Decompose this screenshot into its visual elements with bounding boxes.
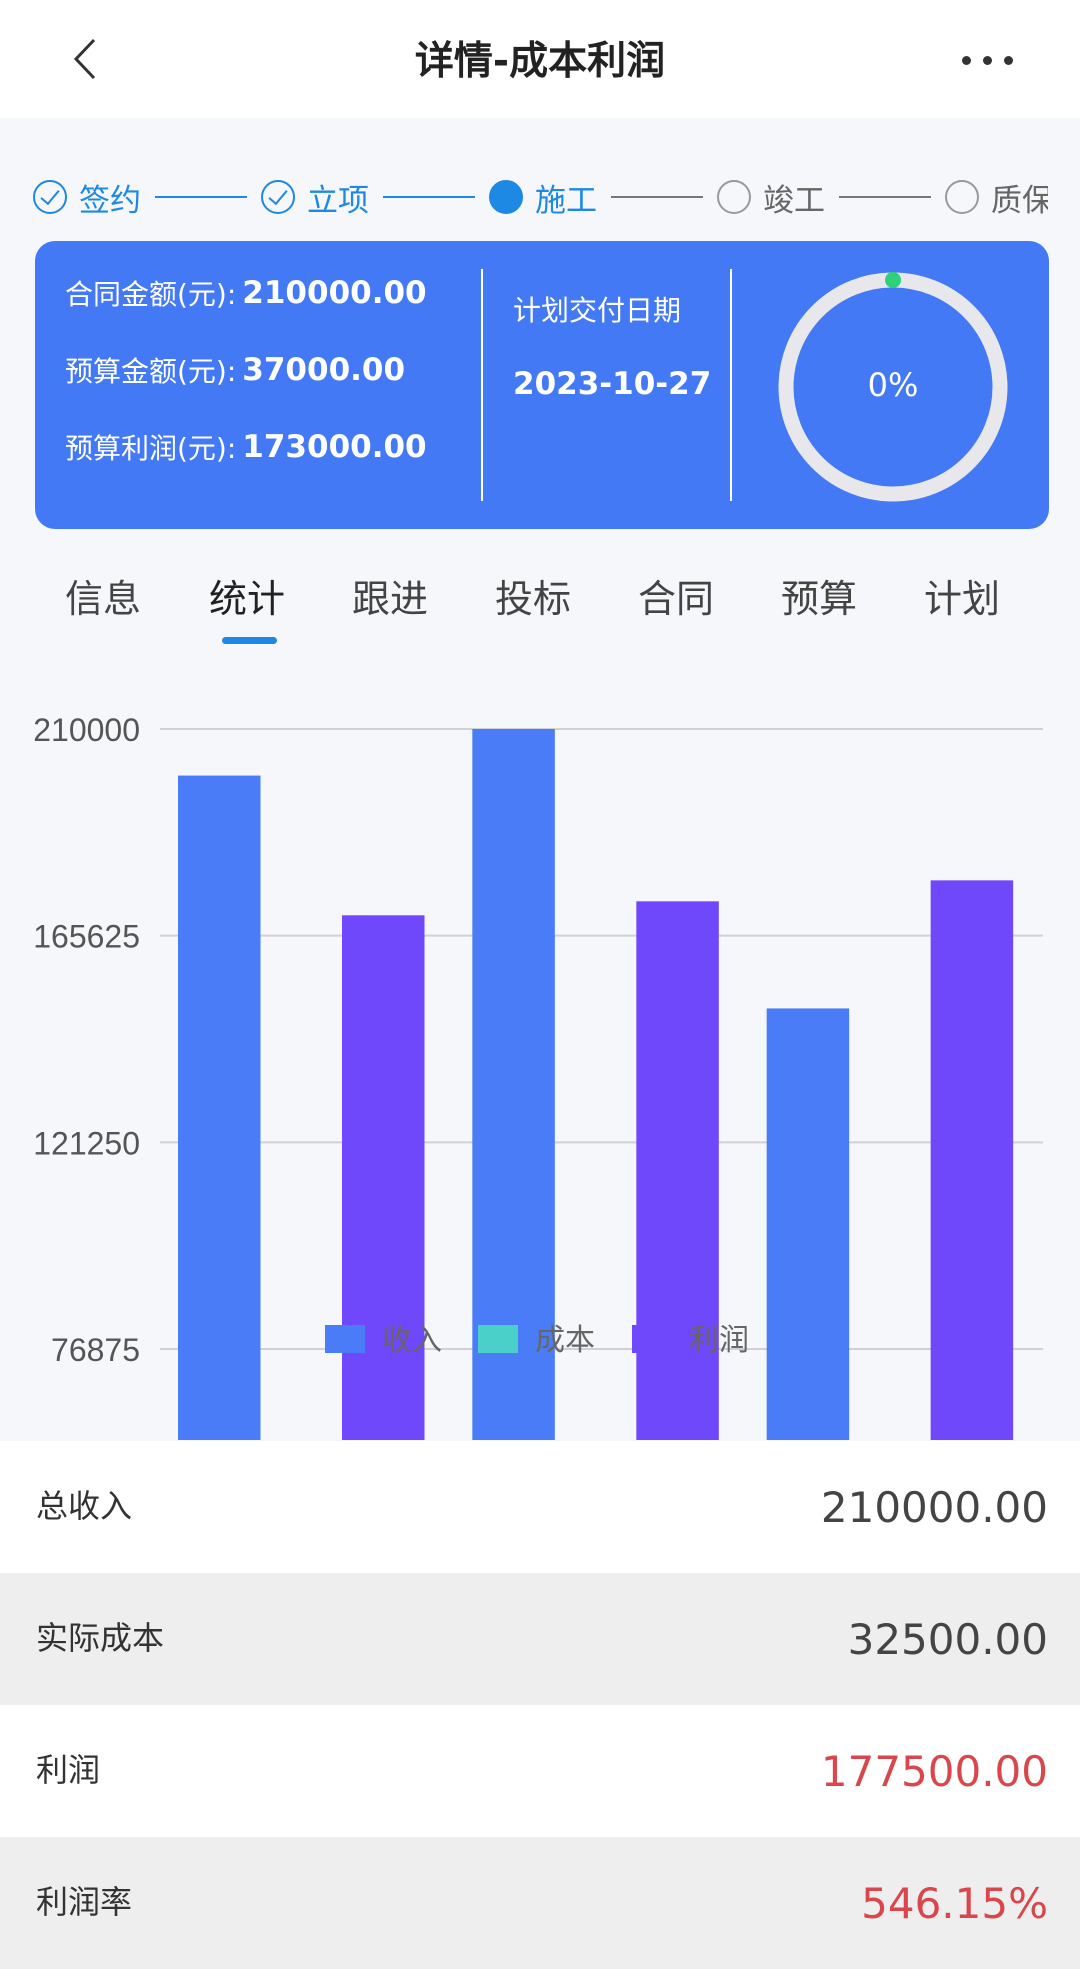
tab-plan[interactable]: 计划 — [924, 577, 1001, 621]
budget-amount: 预算金额(元): 37000.00 — [65, 350, 405, 390]
stat-value: 32500.00 — [847, 1615, 1048, 1664]
tab-info[interactable]: 信息 — [65, 577, 142, 621]
step-completion: 竣工 — [717, 175, 825, 220]
bar-chart: 3250076875121250165625210000收入成本利润 — [33, 712, 1043, 1440]
value: 173000.00 — [242, 429, 427, 465]
app-header: 详情-成本利润 — [0, 0, 1080, 118]
tab-contract[interactable]: 合同 — [638, 577, 715, 621]
step-label: 立项 — [307, 182, 369, 219]
stat-row-cost: 实际成本 32500.00 — [0, 1573, 1080, 1705]
empty-circle-icon — [717, 180, 751, 214]
budget-profit: 预算利润(元): 173000.00 — [65, 427, 427, 467]
y-tick-label: 210000 — [33, 712, 140, 748]
step-sign: 签约 — [33, 175, 141, 220]
check-circle-icon — [33, 180, 67, 214]
empty-circle-icon — [945, 180, 979, 214]
step-connector — [383, 196, 475, 198]
stat-row-margin: 利润率 546.15% — [0, 1837, 1080, 1969]
value: 210000.00 — [242, 275, 427, 311]
value: 37000.00 — [242, 352, 406, 388]
tab-followup[interactable]: 跟进 — [352, 577, 429, 621]
step-construction: 施工 — [489, 175, 597, 220]
divider — [730, 269, 732, 501]
stat-row-profit: 利润 177500.00 — [0, 1705, 1080, 1837]
legend-swatch — [478, 1325, 518, 1353]
progress-ring — [778, 272, 1008, 502]
stat-value: 177500.00 — [820, 1747, 1048, 1796]
bar-profit — [930, 880, 1014, 1440]
plan-date-label: 计划交付日期 — [513, 294, 682, 327]
step-label: 竣工 — [763, 182, 825, 219]
label: 预算金额(元): — [65, 355, 237, 388]
step-approval: 立项 — [261, 175, 369, 220]
stat-row-revenue: 总收入 210000.00 — [0, 1441, 1080, 1573]
progress-steps: 签约 立项 施工 竣工 质保 — [33, 172, 1048, 222]
y-tick-label: 165625 — [33, 919, 140, 955]
step-connector — [839, 196, 931, 198]
tab-budget[interactable]: 预算 — [781, 577, 858, 621]
bar-profit — [636, 901, 719, 1440]
stats-list: 总收入 210000.00 实际成本 32500.00 利润 177500.00 利润… — [0, 1441, 1080, 1969]
legend-label: 收入 — [382, 1323, 442, 1358]
bar-revenue — [766, 1008, 850, 1440]
bar-profit — [342, 915, 425, 1440]
step-label: 施工 — [535, 182, 597, 219]
progress-text: 0% — [867, 366, 919, 404]
more-horizontal-icon[interactable] — [962, 40, 1032, 80]
page-title: 详情-成本利润 — [414, 39, 666, 84]
stat-label: 实际成本 — [36, 1619, 165, 1657]
stat-value: 546.15% — [861, 1879, 1048, 1928]
y-tick-label: 121250 — [33, 1125, 140, 1161]
bar-revenue — [472, 729, 555, 1440]
y-tick-label: 76875 — [51, 1332, 140, 1368]
legend-label: 利润 — [689, 1323, 749, 1358]
stat-label: 利润率 — [36, 1883, 133, 1921]
tab-stats[interactable]: 统计 — [209, 577, 286, 621]
step-label: 质保 — [991, 182, 1048, 219]
filled-circle-icon — [489, 180, 523, 214]
step-label: 签约 — [79, 182, 141, 219]
legend-swatch — [325, 1325, 365, 1353]
legend-label: 成本 — [535, 1323, 595, 1358]
label: 预算利润(元): — [65, 432, 237, 465]
stat-value: 210000.00 — [820, 1483, 1048, 1532]
step-warranty: 质保 — [945, 175, 1048, 220]
progress-marker — [885, 272, 901, 288]
plan-date-value: 2023-10-27 — [513, 366, 712, 402]
step-connector — [611, 196, 703, 198]
summary-card: 合同金额(元): 210000.00 预算金额(元): 37000.00 预算利润(… — [35, 241, 1049, 529]
stat-label: 利润 — [36, 1751, 101, 1789]
contract-amount: 合同金额(元): 210000.00 — [65, 273, 427, 313]
check-circle-icon — [261, 180, 295, 214]
tab-bar: 信息 统计 跟进 投标 合同 预算 计划 — [0, 560, 1080, 630]
bar-revenue — [178, 775, 261, 1440]
legend-swatch — [632, 1325, 672, 1353]
stat-label: 总收入 — [36, 1487, 133, 1525]
divider — [481, 269, 483, 501]
chevron-left-icon[interactable] — [62, 34, 112, 84]
tab-indicator — [222, 637, 277, 644]
tab-bidding[interactable]: 投标 — [495, 577, 572, 621]
label: 合同金额(元): — [65, 278, 237, 311]
step-connector — [155, 196, 247, 198]
